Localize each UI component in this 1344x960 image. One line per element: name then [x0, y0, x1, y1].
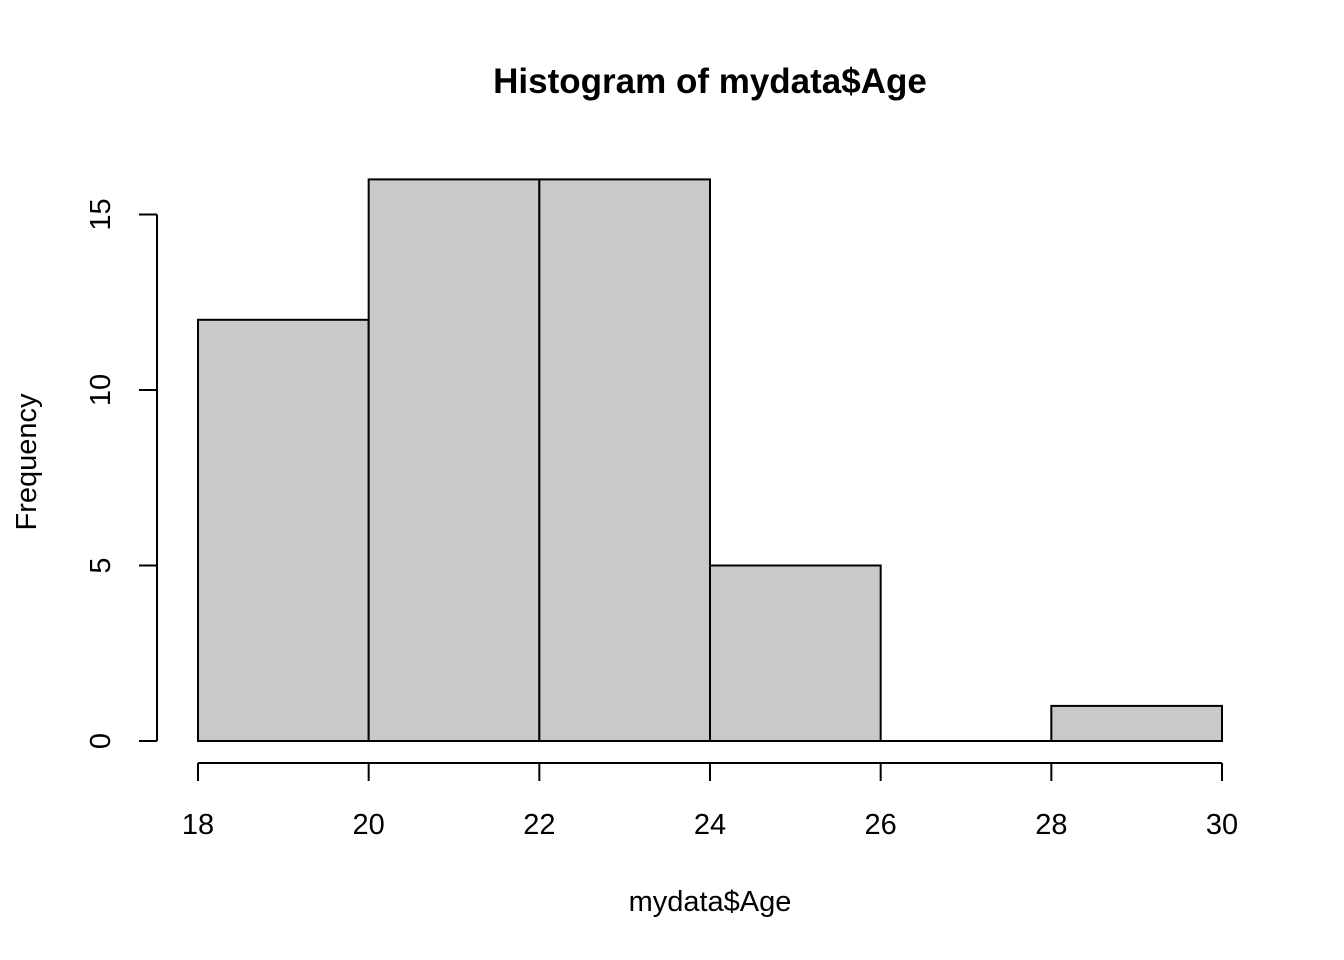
y-axis: 0 5 10 15: [85, 198, 158, 749]
y-axis-label: Frequency: [11, 393, 43, 531]
chart-title: Histogram of mydata$Age: [493, 62, 927, 101]
x-tick-label: 18: [182, 809, 214, 841]
y-tick-label: 10: [85, 374, 117, 406]
x-tick-label: 26: [865, 809, 897, 841]
histogram-bar-1: [367, 178, 541, 742]
x-axis: 18 20 22 24 26 28 30: [182, 762, 1238, 841]
x-axis-label: mydata$Age: [629, 886, 792, 918]
histogram-bar-0: [197, 318, 370, 742]
x-tick-label: 30: [1206, 809, 1238, 841]
x-tick-label: 24: [694, 809, 726, 841]
bars-group: [197, 178, 1224, 743]
histogram-bar-3: [709, 564, 882, 742]
y-tick-label: 5: [85, 557, 117, 573]
histogram-bar-5: [1050, 704, 1224, 743]
y-tick-label: 15: [85, 198, 117, 230]
y-tick-label: 0: [85, 733, 117, 749]
x-tick-label: 28: [1035, 809, 1067, 841]
x-tick-label: 22: [523, 809, 555, 841]
x-tick-label: 20: [353, 809, 385, 841]
histogram-bar-2: [538, 178, 711, 742]
